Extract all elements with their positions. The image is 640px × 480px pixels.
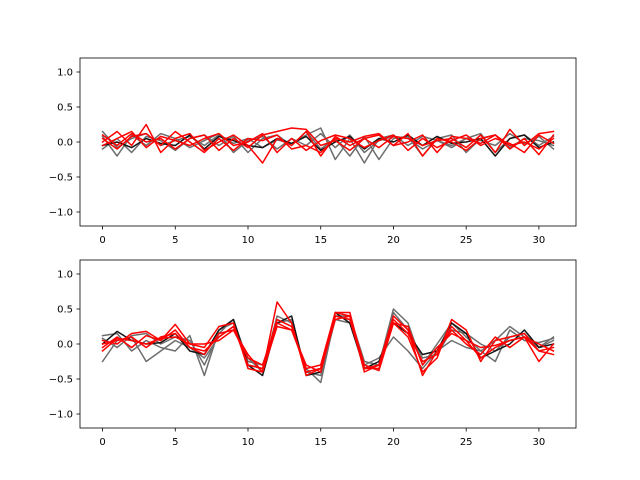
x-tick-label: 15: [314, 235, 327, 246]
plot-area: [101, 301, 555, 384]
series-line-6-red: [101, 127, 555, 154]
series-lines: [101, 123, 555, 164]
x-tick-label: 5: [172, 437, 178, 448]
y-axis-ticks: −1.0 −0.5 0.0 0.5 1.0: [49, 270, 80, 421]
y-tick-label: 1.0: [57, 68, 73, 79]
y-tick-label: 0.5: [57, 103, 73, 114]
x-tick-label: 30: [533, 437, 546, 448]
x-tick-label: 25: [460, 235, 473, 246]
y-tick-label: 1.0: [57, 270, 73, 281]
x-tick-label: 0: [99, 437, 105, 448]
x-axis-ticks: 0 5 10 15 20 25 30: [99, 428, 545, 448]
y-tick-label: −0.5: [49, 173, 73, 184]
x-tick-label: 10: [242, 437, 255, 448]
x-tick-label: 5: [172, 235, 178, 246]
y-tick-label: −1.0: [49, 410, 73, 421]
y-tick-label: 0.0: [57, 340, 73, 351]
series-line-8-red: [101, 130, 555, 154]
series-line-2-gray: [101, 315, 555, 377]
y-tick-label: −0.5: [49, 375, 73, 386]
y-tick-label: 0.5: [57, 305, 73, 316]
plot-area: [101, 123, 555, 164]
x-tick-label: 0: [99, 235, 105, 246]
subplot-2: 0 5 10 15 20 25 30 −1.0 −0.5 0.0 0.5 1.0: [49, 259, 577, 448]
subplot-1: 0 5 10 15 20 25 30 −1.0 −0.5 0.0 0.5 1.0: [49, 57, 577, 246]
y-axis-ticks: −1.0 −0.5 0.0 0.5 1.0: [49, 68, 80, 219]
x-tick-label: 10: [242, 235, 255, 246]
x-tick-label: 15: [314, 437, 327, 448]
series-line-7-red: [101, 130, 555, 154]
x-tick-label: 25: [460, 437, 473, 448]
x-tick-label: 30: [533, 235, 546, 246]
y-tick-label: −1.0: [49, 208, 73, 219]
subplots: 0 5 10 15 20 25 30 −1.0 −0.5 0.0 0.5 1.0 0 5 10 15 20 25 3…: [49, 57, 577, 448]
x-tick-label: 20: [387, 437, 400, 448]
y-tick-label: 0.0: [57, 138, 73, 149]
series-lines: [101, 301, 555, 384]
series-line-8-red: [101, 311, 555, 373]
series-line-7-red: [101, 315, 555, 373]
x-axis-ticks: 0 5 10 15 20 25 30: [99, 226, 545, 246]
x-tick-label: 20: [387, 235, 400, 246]
